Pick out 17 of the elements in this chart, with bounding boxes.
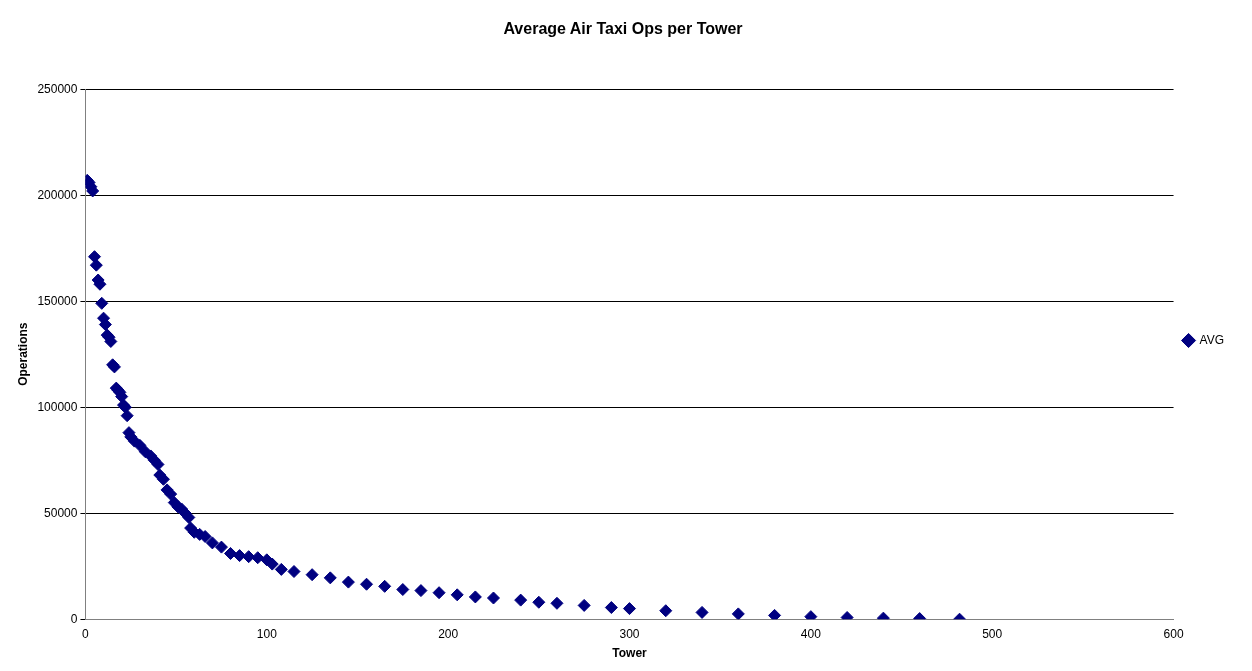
x-axis-title: Tower [612,646,648,661]
x-tick-label: 400 [800,626,822,641]
y-tick-label: 200000 [37,187,78,202]
y-tick-label: 250000 [37,81,78,96]
x-tick-label: 100 [256,626,278,641]
y-tick-label: 150000 [37,293,78,308]
x-tick-label: 0 [82,626,90,641]
y-tick-label: 50000 [44,505,78,520]
x-tick-label: 500 [982,626,1003,641]
x-tick-label: 300 [619,626,640,641]
legend-label: AVG [1199,332,1224,347]
x-tick-label: 200 [438,626,459,641]
y-tick-label: 100000 [37,399,78,414]
y-axis-title: Operations [15,322,30,386]
x-tick-label: 600 [1163,626,1184,641]
y-tick-label: 0 [70,611,78,626]
chart-title: Average Air Taxi Ops per Tower [503,20,743,38]
